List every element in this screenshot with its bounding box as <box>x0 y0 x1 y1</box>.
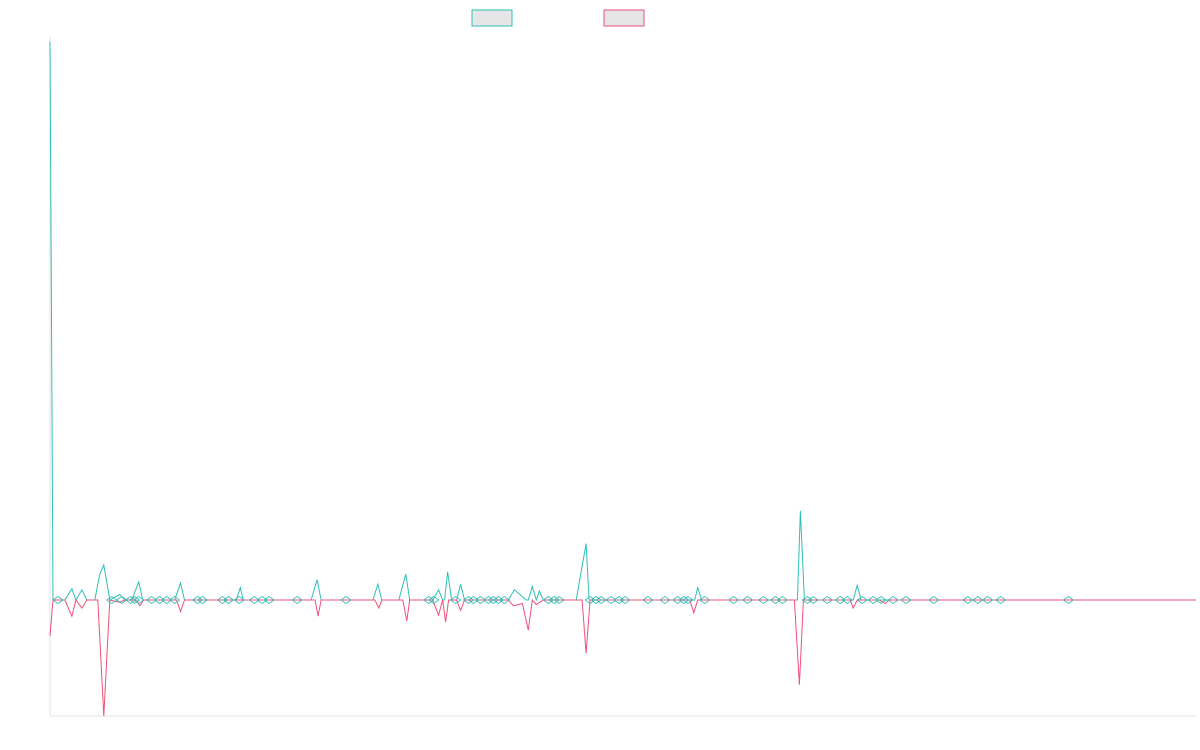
baseline-marker <box>492 596 505 604</box>
baseline-marker <box>116 596 128 604</box>
baseline-marker <box>741 596 754 604</box>
baseline-marker <box>801 596 814 604</box>
series-line-1 <box>49 41 1196 602</box>
legend-swatch-2 <box>603 9 645 27</box>
baseline-marker <box>757 596 770 604</box>
baseline-marker <box>125 596 137 604</box>
baseline-marker <box>428 596 440 604</box>
baseline-marker <box>233 596 245 604</box>
baseline-marker <box>678 596 690 604</box>
baseline-marker <box>216 596 229 604</box>
baseline-marker <box>291 596 303 604</box>
legend <box>471 9 645 27</box>
baseline-marker <box>856 596 868 604</box>
baseline-marker <box>995 596 1007 604</box>
baseline-marker <box>196 596 209 604</box>
baseline-marker <box>982 596 994 604</box>
baseline-marker <box>145 596 158 604</box>
baseline-marker <box>642 596 654 604</box>
baseline-marker <box>423 596 435 604</box>
baseline-marker <box>584 596 596 604</box>
baseline-marker <box>542 596 554 604</box>
baseline-marker <box>467 596 480 604</box>
baseline-marker <box>821 596 833 604</box>
baseline-marker <box>769 596 782 604</box>
baseline-marker <box>52 596 64 604</box>
baseline-marker <box>129 596 141 604</box>
baseline-marker <box>1062 596 1075 604</box>
minor-markers <box>52 596 1075 604</box>
baseline-marker <box>613 596 625 604</box>
baseline-marker <box>222 596 235 604</box>
baseline-marker <box>619 596 631 604</box>
baseline-marker <box>682 596 694 604</box>
baseline-marker <box>256 596 268 604</box>
baseline-marker <box>153 596 166 604</box>
baseline-marker <box>553 596 565 604</box>
legend-swatch-1 <box>471 9 513 27</box>
baseline-marker <box>449 596 462 604</box>
plot-area <box>49 41 1196 717</box>
baseline-marker <box>340 596 352 604</box>
baseline-marker <box>133 596 145 604</box>
baseline-marker <box>548 596 560 604</box>
baseline-marker <box>168 596 181 604</box>
baseline-marker <box>498 596 511 604</box>
baseline-marker <box>659 596 671 604</box>
baseline-marker <box>887 596 899 604</box>
baseline-marker <box>807 596 819 604</box>
baseline-marker <box>590 596 602 604</box>
baseline-marker <box>776 596 789 604</box>
baseline-marker <box>160 596 173 604</box>
baseline-marker <box>875 596 887 604</box>
series-line-2 <box>49 598 1196 717</box>
baseline-marker <box>727 596 740 604</box>
baseline-marker <box>191 596 204 604</box>
axes <box>49 36 1196 717</box>
baseline-marker <box>867 596 879 604</box>
baseline-marker <box>699 596 711 604</box>
baseline-marker <box>605 596 617 604</box>
baseline-marker <box>841 596 853 604</box>
baseline-marker <box>462 596 475 604</box>
baseline-marker <box>263 596 275 604</box>
baseline-marker <box>474 596 487 604</box>
baseline-marker <box>248 596 260 604</box>
baseline-marker <box>928 596 940 604</box>
baseline-marker <box>487 596 500 604</box>
baseline-marker <box>900 596 912 604</box>
baseline-marker <box>834 596 846 604</box>
